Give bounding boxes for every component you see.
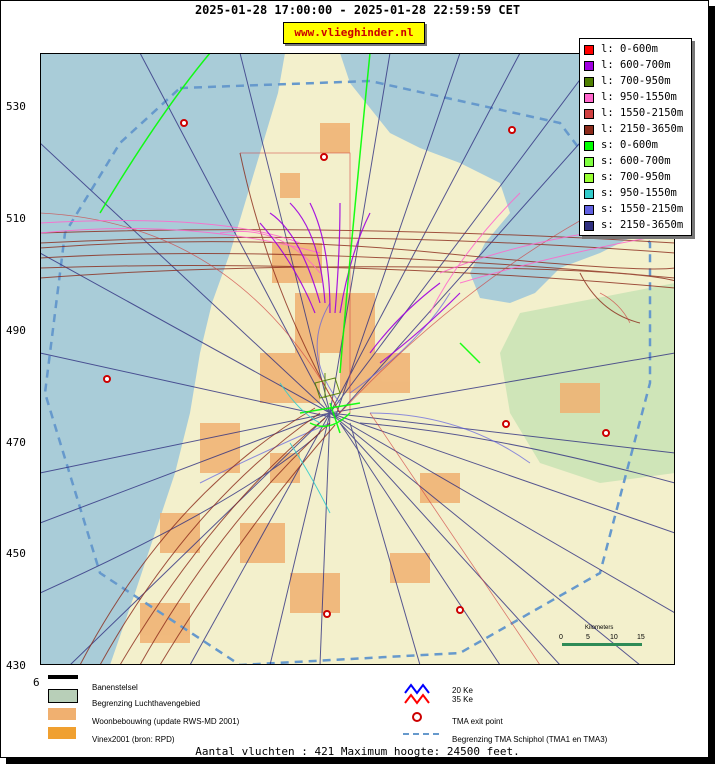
legend-label: s: 2150-3650m [601,219,684,231]
altitude-legend: l: 0-600m l: 600-700m l: 700-950m l: 950-15… [579,38,692,236]
runway-label: Banenstelsel [92,683,138,692]
legend-label: s: 600-700m [601,155,671,167]
y-tick-label: 430 [6,659,26,672]
ke35-label: 35 Ke [452,695,473,704]
airport-cluster [314,373,341,399]
legend-swatch [584,125,594,135]
legend-swatch [584,61,594,71]
legend-swatch [584,157,594,167]
flight-track-map[interactable]: Kilometers 0 5 10 15 [40,53,675,665]
y-tick-label: 530 [6,100,26,113]
legend-swatch [584,45,594,55]
legend-swatch [584,173,594,183]
tracks-purple [259,202,461,364]
y-tick-label: 470 [6,436,26,449]
legend-swatch [584,109,594,119]
legend-swatch [584,189,594,199]
tma-exit-points [103,119,610,618]
legend-swatch [584,205,594,215]
footer-summary: Aantal vluchten : 421 Maximum hoogte: 24… [195,745,520,758]
tma-boundary-label: Begrenzing TMA Schiphol (TMA1 en TMA3) [452,735,608,744]
tracks-dark-blue [40,53,675,665]
y-tick-label: 510 [6,212,26,225]
housing-swatch [48,708,76,720]
tma-exit-label: TMA exit point [452,717,503,726]
legend-label: l: 950-1550m [601,91,677,103]
legend-label: l: 0-600m [601,43,658,55]
runway-swatch [48,675,78,679]
map-legend: Banenstelsel Begrenzing Luchthavengebied… [40,667,675,747]
tma-exit-icon [412,712,422,722]
vinex-label: Vinex2001 (bron: RPD) [92,735,175,744]
boundary-label: Begrenzing Luchthavengebied [92,699,201,708]
boundary-swatch [48,689,78,703]
scale-tick: 0 [559,634,563,641]
scale-title: Kilometers [585,625,613,631]
scale-tick: 15 [637,634,645,641]
tracks-brown [40,152,675,665]
ke20-label: 20 Ke [452,686,473,695]
vinex-swatch [48,727,76,739]
legend-label: s: 700-950m [601,171,671,183]
legend-swatch [584,221,594,231]
scale-tick: 10 [610,634,618,641]
legend-label: l: 600-700m [601,59,671,71]
scale-tick: 5 [586,634,590,641]
legend-label: s: 1550-2150m [601,203,684,215]
website-badge[interactable]: www.vlieghinder.nl [283,22,425,44]
tracks-blue [199,292,531,484]
scale-bar: Kilometers 0 5 10 15 [559,625,645,646]
legend-label: l: 700-950m [601,75,671,87]
north-sea [40,53,285,665]
page-title: 2025-01-28 17:00:00 - 2025-01-28 22:59:5… [194,3,521,17]
tma-boundary-icon [403,733,439,735]
legend-swatch [584,141,594,151]
tracks-green [99,53,481,434]
tracks-magenta [40,192,675,314]
tracks-red [40,152,675,665]
legend-label: s: 0-600m [601,139,658,151]
legend-label: l: 1550-2150m [601,107,684,119]
legend-swatch [584,77,594,87]
legend-label: s: 950-1550m [601,187,677,199]
legend-label: l: 2150-3650m [601,123,684,135]
legend-swatch [584,93,594,103]
tracks-cyan [279,382,331,514]
y-tick-label: 490 [6,324,26,337]
ke-contour-icon [404,683,430,705]
y-tick-label: 450 [6,547,26,560]
tma-boundary [43,79,652,665]
housing-label: Woonbebouwing (update RWS-MD 2001) [92,717,240,726]
